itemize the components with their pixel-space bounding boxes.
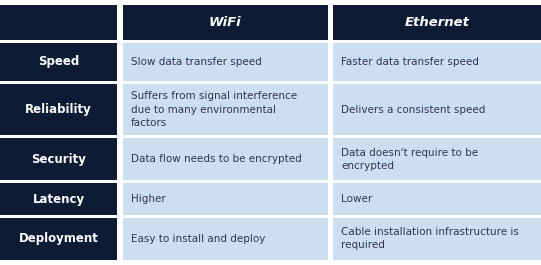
Text: Reliability: Reliability [25,103,92,116]
Text: Slow data transfer speed: Slow data transfer speed [131,57,262,67]
Bar [123,84,328,135]
Bar [333,84,541,135]
Bar [333,218,541,260]
Text: Speed: Speed [38,55,80,68]
Text: Data doesn't require to be
encrypted: Data doesn't require to be encrypted [341,148,478,171]
Text: WiFi: WiFi [209,16,242,29]
Bar [123,138,328,180]
Text: Data flow needs to be encrypted: Data flow needs to be encrypted [131,154,302,164]
Bar [333,5,541,40]
Bar [123,183,328,215]
Text: Cable installation infrastructure is
required: Cable installation infrastructure is req… [341,227,519,250]
Text: Delivers a consistent speed: Delivers a consistent speed [341,105,486,114]
Text: Deployment: Deployment [19,232,98,245]
Text: Easy to install and deploy: Easy to install and deploy [131,234,265,244]
Bar [0,84,117,135]
Text: Lower: Lower [341,194,373,204]
Bar [0,5,117,40]
Bar [123,5,328,40]
Text: Security: Security [31,153,86,166]
Bar [333,43,541,81]
Text: Ethernet: Ethernet [405,16,470,29]
Bar [0,218,117,260]
Text: Latency: Latency [32,192,85,206]
Text: Suffers from signal interference
due to many environmental
factors: Suffers from signal interference due to … [131,91,297,128]
Bar [0,138,117,180]
Bar [123,218,328,260]
Text: Higher: Higher [131,194,166,204]
Bar [333,183,541,215]
Bar [333,138,541,180]
Bar [0,43,117,81]
Bar [123,43,328,81]
Text: Faster data transfer speed: Faster data transfer speed [341,57,479,67]
Bar [0,183,117,215]
